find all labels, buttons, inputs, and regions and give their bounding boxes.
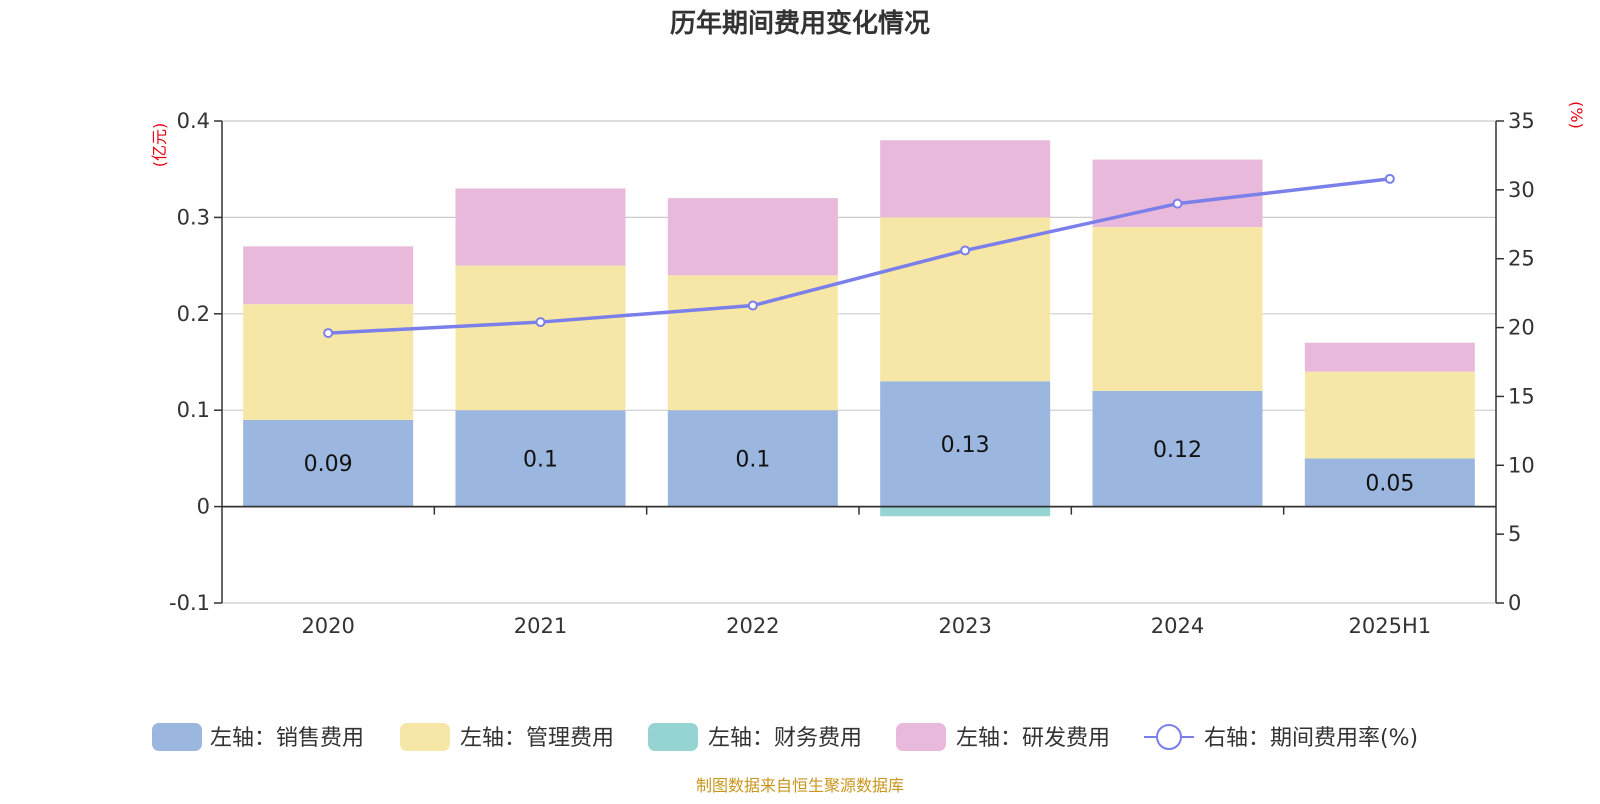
- bar-segment-s0-2021: [455, 410, 626, 507]
- left-axis-tick-label: -0.1: [169, 591, 210, 615]
- rate-point-2020: [323, 328, 334, 339]
- bar-segment-s1-2023: [880, 217, 1051, 382]
- x-axis-label: 2020: [301, 614, 354, 638]
- data-labels: 0.09 0.1 0.1 0.13 0.12 0.05: [304, 433, 1415, 497]
- chart-title: 历年期间费用变化情况: [670, 8, 930, 39]
- rate-point-2023: [960, 245, 971, 256]
- x-axis-label: 2023: [938, 614, 991, 638]
- bar-segment-s0-2020: [243, 419, 414, 507]
- legend-label: 左轴：财务费用: [708, 726, 862, 751]
- right-axis-tick-label: 35: [1508, 109, 1535, 133]
- source-note: 制图数据来自恒生聚源数据库: [696, 776, 904, 795]
- legend-label: 右轴：期间费用率(%): [1204, 726, 1418, 751]
- rate-line-path: [328, 177, 1391, 335]
- legend-line-marker: [1156, 724, 1182, 750]
- legend-swatch: [648, 723, 698, 751]
- rate-line: [323, 173, 1395, 339]
- bar-segment-s0-2023: [880, 381, 1051, 507]
- left-axis-tick-label: 0: [197, 495, 210, 519]
- left-axis-tick-label: 0.1: [177, 398, 210, 422]
- bar-segment-s3-2025H1: [1304, 342, 1475, 372]
- data-label-sales: 0.09: [304, 452, 353, 477]
- right-axis-tick-label: 0: [1508, 591, 1521, 615]
- bar-segment-s1-2022: [667, 275, 838, 411]
- legend-label: 左轴：销售费用: [210, 726, 364, 751]
- right-axis-tick-label: 25: [1508, 247, 1535, 271]
- legend-label: 左轴：管理费用: [460, 726, 614, 751]
- bar-segment-s3-2022: [667, 198, 838, 276]
- bar-segment-s3-2023: [880, 140, 1051, 218]
- bar-segment-s0-2022: [667, 410, 838, 507]
- bar-segment-s1-2025H1: [1304, 371, 1475, 459]
- left-axis-tick-label: 0.2: [177, 302, 210, 326]
- bar-segment-s0-2025H1: [1304, 458, 1475, 507]
- bar-segment-s3-2021: [455, 188, 626, 266]
- data-label-sales: 0.13: [941, 433, 990, 458]
- bar-segment-s1-2021: [455, 265, 626, 411]
- bar-segment-s3-2020: [243, 246, 414, 305]
- data-label-sales: 0.05: [1365, 472, 1414, 497]
- left-axis-unit: (亿元): [150, 123, 169, 168]
- x-axis-label: 2025H1: [1349, 614, 1432, 638]
- bars: [243, 140, 1475, 517]
- legend: 左轴：销售费用 左轴：管理费用 左轴：财务费用 左轴：研发费用 右轴：期间费用率(%): [152, 723, 1418, 751]
- rate-point-2025H1: [1384, 173, 1395, 184]
- bar-segment-s1-2024: [1092, 227, 1263, 391]
- rate-point-2024: [1172, 198, 1183, 209]
- left-axis-tick-label: 0.4: [177, 109, 210, 133]
- bar-segment-s0-2024: [1092, 390, 1263, 507]
- rate-point-2022: [747, 300, 758, 311]
- right-axis-tick-label: 20: [1508, 316, 1535, 340]
- legend-swatch: [152, 723, 202, 751]
- bar-segment-s2-2023: [880, 506, 1051, 517]
- right-axis-unit: (%): [1567, 101, 1586, 129]
- x-axis-label: 2024: [1151, 614, 1204, 638]
- rate-point-2021: [535, 317, 546, 328]
- x-axis-label: 2022: [726, 614, 779, 638]
- legend-swatch: [400, 723, 450, 751]
- legend-swatch: [896, 723, 946, 751]
- right-axis-tick-label: 5: [1508, 522, 1521, 546]
- x-axis-label: 2021: [514, 614, 567, 638]
- data-label-sales: 0.12: [1153, 438, 1202, 463]
- legend-label: 左轴：研发费用: [956, 726, 1110, 751]
- data-label-sales: 0.1: [523, 447, 558, 472]
- right-axis-tick-label: 15: [1508, 384, 1535, 408]
- right-axis-tick-label: 10: [1508, 453, 1535, 477]
- bar-segment-s1-2020: [243, 304, 414, 420]
- data-label-sales: 0.1: [735, 447, 770, 472]
- left-axis-tick-label: 0.3: [177, 205, 210, 229]
- right-axis-tick-label: 30: [1508, 178, 1535, 202]
- grid-lines: [222, 120, 1496, 604]
